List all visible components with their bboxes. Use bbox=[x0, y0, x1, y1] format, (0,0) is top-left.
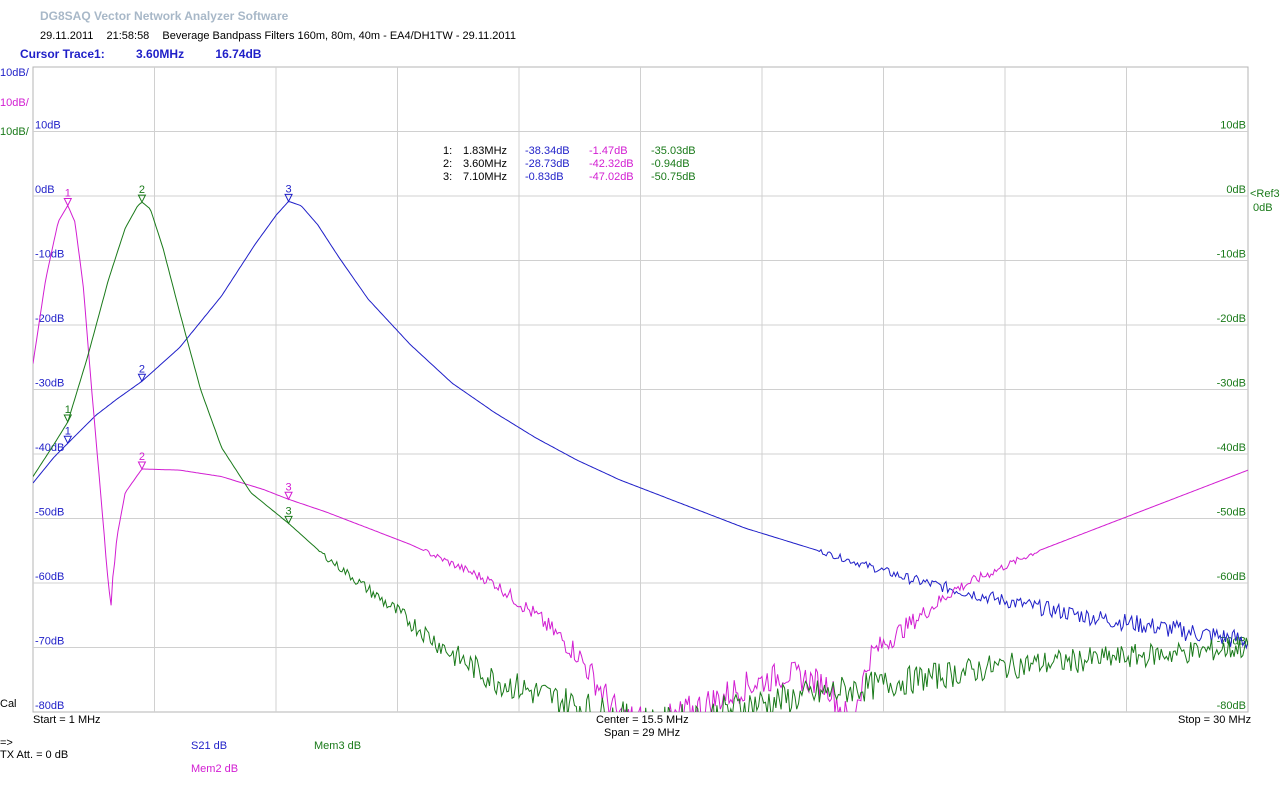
ref-label-line2: 0dB bbox=[1253, 202, 1273, 214]
scale-label-s21: 10dB/ bbox=[0, 67, 29, 79]
sweep-description: Beverage Bandpass Filters 160m, 80m, 40m… bbox=[162, 30, 516, 42]
marker-row: 1: 1.83MHz -38.34dB -1.47dB -35.03dB bbox=[443, 145, 711, 158]
marker-index: 3: bbox=[443, 171, 453, 183]
marker-label-mem2: 3 bbox=[286, 481, 292, 493]
marker-label-mem2: 1 bbox=[65, 187, 71, 199]
cursor-freq: 3.60MHz bbox=[136, 47, 185, 61]
y-tick-label-right: 0dB bbox=[1226, 184, 1246, 196]
marker-label-mem3: 3 bbox=[286, 505, 292, 517]
y-tick-label-left: -10dB bbox=[35, 249, 64, 261]
marker-value-mem3: -50.75dB bbox=[651, 171, 696, 183]
cursor-value: 16.74dB bbox=[215, 47, 262, 61]
y-tick-label-left: 10dB bbox=[35, 120, 61, 132]
y-tick-label-right: -40dB bbox=[1217, 442, 1246, 454]
marker-frequency: 1.83MHz bbox=[463, 145, 508, 157]
marker-label-mem3: 2 bbox=[139, 184, 145, 196]
sweep-time: 21:58:58 bbox=[106, 30, 150, 42]
y-tick-label-left: -70dB bbox=[35, 636, 64, 648]
marker-value-s21: -38.34dB bbox=[525, 145, 570, 157]
marker-triangle-mem2 bbox=[284, 491, 293, 501]
y-tick-label-left: -50dB bbox=[35, 507, 64, 519]
y-tick-label-right: 10dB bbox=[1220, 120, 1246, 132]
tx-attenuation: TX Att. = 0 dB bbox=[0, 749, 69, 761]
marker-value-mem2: -47.02dB bbox=[589, 171, 634, 183]
y-tick-label-left: -80dB bbox=[35, 700, 64, 712]
marker-triangle-s21 bbox=[284, 193, 293, 203]
marker-triangle-mem3 bbox=[284, 515, 293, 525]
cal-indicator: Cal bbox=[0, 698, 17, 710]
marker-value-mem3: -35.03dB bbox=[651, 145, 696, 157]
marker-frequency: 7.10MHz bbox=[463, 171, 508, 183]
marker-row: 3: 7.10MHz -0.83dB -47.02dB -50.75dB bbox=[443, 171, 711, 184]
trace-s21 bbox=[33, 201, 1248, 650]
center-frequency: Center = 15.5 MHz bbox=[596, 714, 689, 726]
y-tick-label-right: -50dB bbox=[1217, 507, 1246, 519]
marker-triangle-mem2 bbox=[63, 197, 73, 207]
marker-triangle-s21 bbox=[63, 435, 73, 445]
cursor-readout: Cursor Trace1: 3.60MHz 16.74dB bbox=[20, 47, 289, 61]
marker-triangle-s21 bbox=[137, 373, 147, 383]
legend-mem3[interactable]: Mem3 dB bbox=[314, 740, 362, 752]
marker-label-s21: 2 bbox=[139, 363, 145, 375]
marker-frequency: 3.60MHz bbox=[463, 158, 508, 170]
marker-label-mem3: 1 bbox=[65, 404, 71, 416]
marker-label-s21: 3 bbox=[286, 183, 292, 195]
marker-value-mem2: -1.47dB bbox=[589, 145, 628, 157]
marker-triangle-mem3 bbox=[63, 414, 73, 424]
cursor-label: Cursor Trace1: bbox=[20, 47, 105, 61]
marker-value-mem2: -42.32dB bbox=[589, 158, 634, 170]
trace-mem3 bbox=[33, 201, 1248, 712]
sweep-info: 29.11.2011 21:58:58 Beverage Bandpass Fi… bbox=[40, 30, 526, 42]
y-tick-label-right: -20dB bbox=[1217, 313, 1246, 325]
legend-mem2[interactable]: Mem2 dB bbox=[191, 763, 239, 775]
marker-value-mem3: -0.94dB bbox=[651, 158, 690, 170]
y-tick-label-left: -30dB bbox=[35, 378, 64, 390]
y-tick-label-left: -60dB bbox=[35, 571, 64, 583]
scale-label-mem3: 10dB/ bbox=[0, 126, 29, 138]
scale-label-mem2: 10dB/ bbox=[0, 97, 29, 109]
sweep-date: 29.11.2011 bbox=[40, 30, 94, 42]
app-title: DG8SAQ Vector Network Analyzer Software bbox=[40, 9, 289, 23]
marker-triangle-mem2 bbox=[137, 461, 147, 471]
y-tick-label-right: -30dB bbox=[1217, 378, 1246, 390]
y-tick-label-left: -40dB bbox=[35, 442, 64, 454]
marker-label-mem2: 2 bbox=[139, 451, 145, 463]
marker-index: 1: bbox=[443, 145, 453, 157]
legend-s21[interactable]: S21 dB bbox=[191, 740, 228, 752]
y-tick-label-right: -80dB bbox=[1217, 700, 1246, 712]
arrow-indicator: => bbox=[0, 737, 13, 749]
y-tick-label-right: -10dB bbox=[1217, 249, 1246, 261]
y-tick-label-right: -60dB bbox=[1217, 571, 1246, 583]
marker-index: 2: bbox=[443, 158, 453, 170]
marker-value-s21: -0.83dB bbox=[525, 171, 564, 183]
trace-mem2 bbox=[33, 204, 1248, 712]
ref-label-line1: <Ref3 bbox=[1250, 188, 1280, 200]
marker-value-s21: -28.73dB bbox=[525, 158, 570, 170]
marker-triangle-mem3 bbox=[137, 194, 147, 204]
stop-frequency: Stop = 30 MHz bbox=[1178, 714, 1252, 726]
start-frequency: Start = 1 MHz bbox=[33, 714, 101, 726]
marker-table: 1: 1.83MHz -38.34dB -1.47dB -35.03dB 2: 3.60MH… bbox=[443, 145, 711, 184]
span-frequency: Span = 29 MHz bbox=[604, 727, 681, 739]
marker-row: 2: 3.60MHz -28.73dB -42.32dB -0.94dB bbox=[443, 158, 711, 171]
y-tick-label-left: -20dB bbox=[35, 313, 64, 325]
marker-label-s21: 1 bbox=[65, 425, 71, 437]
y-tick-label-left: 0dB bbox=[35, 184, 55, 196]
